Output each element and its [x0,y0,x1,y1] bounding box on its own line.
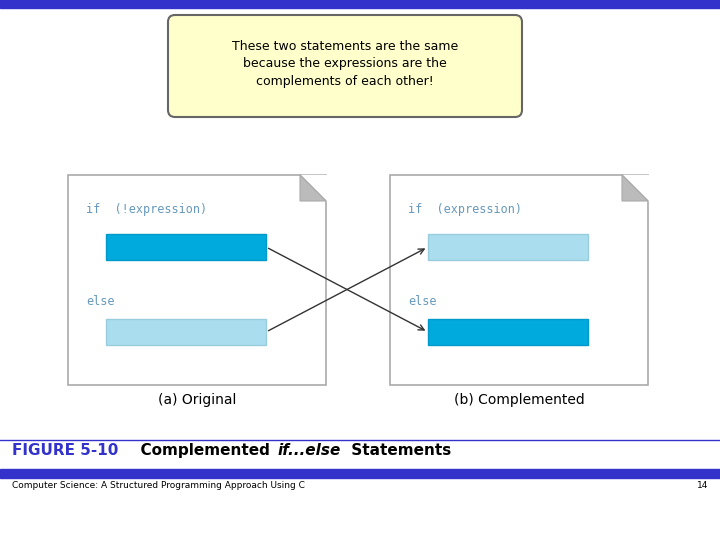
Text: if  (!expression): if (!expression) [86,203,207,216]
Polygon shape [622,175,648,201]
Bar [0,469,720,478]
Text: These two statements are the same
because the expressions are the
complements of: These two statements are the same becaus… [232,39,458,89]
Text: 14: 14 [697,481,708,490]
Text: if  (expression): if (expression) [408,203,522,216]
Text: FIGURE 5-10: FIGURE 5-10 [12,443,118,458]
Text: else: else [86,295,114,308]
Bar [68,175,326,385]
Bar [106,234,266,260]
FancyBboxPatch shape [168,15,522,117]
Polygon shape [300,175,326,201]
Polygon shape [300,175,326,201]
Text: if...else: if...else [278,443,341,458]
Text: (b) Complemented: (b) Complemented [454,393,585,407]
Bar [0,0,720,8]
Polygon shape [622,175,648,201]
Text: else: else [408,295,436,308]
Text: (a) Original: (a) Original [158,393,236,407]
Bar [428,234,588,260]
Bar [428,319,588,345]
Text: Complemented: Complemented [130,443,275,458]
Bar [106,319,266,345]
Bar [390,175,648,385]
Text: Computer Science: A Structured Programming Approach Using C: Computer Science: A Structured Programmi… [12,481,305,490]
Text: Statements: Statements [346,443,451,458]
